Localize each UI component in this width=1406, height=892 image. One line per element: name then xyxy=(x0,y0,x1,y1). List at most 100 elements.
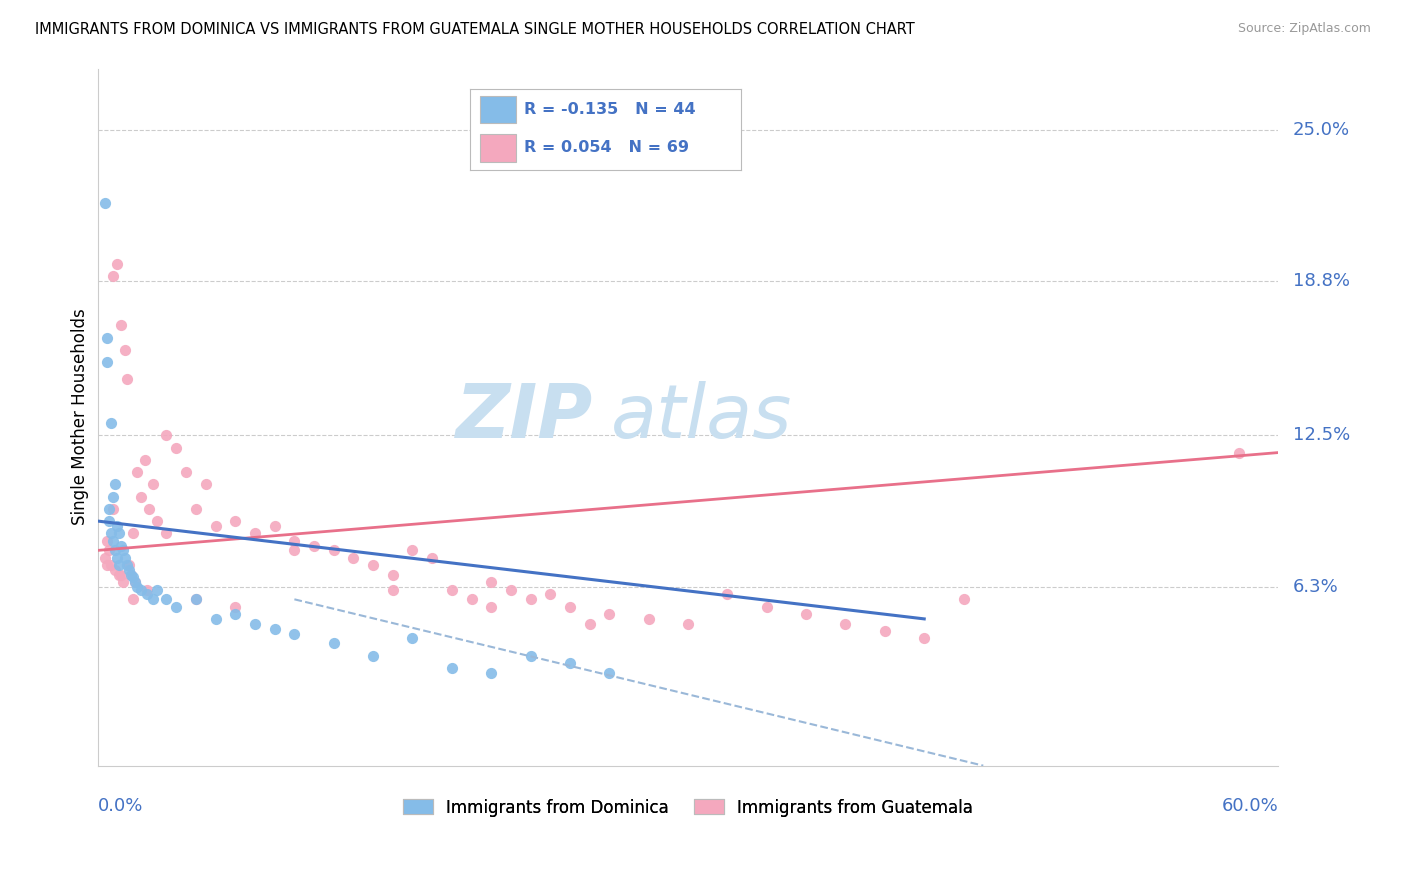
Point xyxy=(243,616,266,631)
Point xyxy=(558,599,581,614)
Point xyxy=(440,582,463,597)
Point xyxy=(283,626,305,640)
Point xyxy=(96,558,118,572)
Point xyxy=(103,269,125,284)
Point xyxy=(112,575,135,590)
Point xyxy=(103,490,125,504)
Point xyxy=(204,519,226,533)
Point xyxy=(637,612,659,626)
Point xyxy=(155,592,177,607)
Y-axis label: Single Mother Households: Single Mother Households xyxy=(72,309,89,525)
Point xyxy=(204,612,226,626)
Point xyxy=(224,514,246,528)
Point xyxy=(716,587,738,601)
Point xyxy=(94,550,117,565)
Point xyxy=(224,607,246,621)
Point xyxy=(108,567,131,582)
Point xyxy=(104,543,127,558)
Point xyxy=(440,661,463,675)
Point xyxy=(598,607,620,621)
Point xyxy=(184,501,207,516)
Point xyxy=(145,514,167,528)
Point xyxy=(98,514,121,528)
Point xyxy=(538,587,561,601)
Point xyxy=(98,543,121,558)
Point xyxy=(755,599,778,614)
Text: 18.8%: 18.8% xyxy=(1292,272,1350,290)
Point xyxy=(142,477,165,491)
Point xyxy=(381,567,404,582)
Point xyxy=(100,558,122,572)
Point xyxy=(676,616,699,631)
Point xyxy=(104,477,127,491)
Point xyxy=(794,607,817,621)
Point xyxy=(135,582,157,597)
Point xyxy=(96,533,118,548)
Point xyxy=(263,519,285,533)
Point xyxy=(401,543,423,558)
Point xyxy=(120,567,142,582)
Point xyxy=(401,632,423,646)
Point xyxy=(834,616,856,631)
Point xyxy=(118,558,141,572)
Text: Source: ZipAtlas.com: Source: ZipAtlas.com xyxy=(1237,22,1371,36)
Text: 0.0%: 0.0% xyxy=(97,797,143,815)
Point xyxy=(460,592,482,607)
Point xyxy=(1227,445,1250,459)
Point xyxy=(124,575,146,590)
Text: 12.5%: 12.5% xyxy=(1292,426,1350,444)
Point xyxy=(103,533,125,548)
Point xyxy=(105,519,128,533)
Point xyxy=(134,453,156,467)
Point xyxy=(115,558,138,572)
Point xyxy=(100,526,122,541)
Point xyxy=(96,355,118,369)
Point xyxy=(129,490,152,504)
Point xyxy=(125,465,148,479)
Point xyxy=(263,622,285,636)
Text: ZIP: ZIP xyxy=(457,381,593,454)
Point xyxy=(112,543,135,558)
Point xyxy=(381,582,404,597)
Legend: Immigrants from Dominica, Immigrants from Guatemala: Immigrants from Dominica, Immigrants fro… xyxy=(404,798,973,816)
Point xyxy=(558,656,581,670)
Point xyxy=(125,580,148,594)
Point xyxy=(519,592,541,607)
Point xyxy=(138,501,160,516)
Point xyxy=(100,416,122,430)
Text: IMMIGRANTS FROM DOMINICA VS IMMIGRANTS FROM GUATEMALA SINGLE MOTHER HOUSEHOLDS C: IMMIGRANTS FROM DOMINICA VS IMMIGRANTS F… xyxy=(35,22,915,37)
Point xyxy=(283,543,305,558)
Point xyxy=(342,550,364,565)
Point xyxy=(105,257,128,271)
Point xyxy=(479,575,502,590)
Point xyxy=(194,477,217,491)
Point xyxy=(184,592,207,607)
Point xyxy=(165,441,187,455)
Point xyxy=(142,592,165,607)
Point xyxy=(184,592,207,607)
Point xyxy=(110,567,132,582)
Point xyxy=(135,587,157,601)
Point xyxy=(120,567,142,582)
Point xyxy=(118,563,141,577)
Point xyxy=(420,550,443,565)
Point xyxy=(519,648,541,663)
Point xyxy=(115,372,138,386)
Point xyxy=(155,428,177,442)
Point xyxy=(98,501,121,516)
Point xyxy=(361,558,384,572)
Point xyxy=(224,599,246,614)
Point xyxy=(283,533,305,548)
Point xyxy=(122,570,145,584)
Text: 60.0%: 60.0% xyxy=(1222,797,1278,815)
Point xyxy=(499,582,522,597)
Point xyxy=(912,632,935,646)
Point xyxy=(873,624,896,639)
Point xyxy=(174,465,197,479)
Point xyxy=(155,526,177,541)
Point xyxy=(952,592,974,607)
Point xyxy=(108,558,131,572)
Point xyxy=(479,599,502,614)
Point xyxy=(124,575,146,590)
Point xyxy=(103,501,125,516)
